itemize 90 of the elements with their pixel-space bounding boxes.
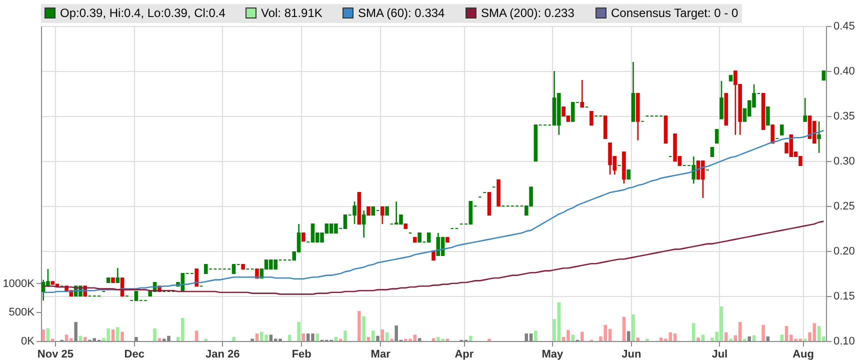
candlestick	[766, 106, 770, 126]
y-tick-label: 0.15	[834, 290, 855, 302]
candlestick	[440, 237, 445, 256]
bar	[701, 334, 705, 341]
candlestick	[380, 206, 384, 225]
bar	[432, 338, 436, 341]
candlestick	[770, 124, 774, 144]
candlestick	[720, 80, 724, 120]
bar	[116, 327, 120, 341]
bar	[673, 334, 677, 341]
bar	[302, 334, 306, 341]
bar	[738, 322, 742, 341]
bar	[42, 329, 45, 341]
bar	[232, 336, 236, 341]
legend-label: SMA (200): 0.233	[481, 6, 575, 20]
y2-tick-label: 1000K	[2, 278, 36, 290]
legend-label: SMA (60): 0.334	[358, 6, 446, 20]
candlestick	[692, 156, 696, 184]
candlestick	[362, 210, 366, 238]
line-series	[42, 220, 824, 295]
bar	[636, 338, 640, 341]
legend-label: Op:0.39, Hi:0.4, Lo:0.39, Cl:0.4	[60, 6, 226, 20]
candlestick	[570, 102, 575, 122]
bar	[362, 316, 366, 341]
bar	[692, 323, 696, 341]
bar	[288, 334, 292, 341]
candlestick	[603, 116, 608, 139]
line-series	[42, 130, 824, 294]
candlestick	[714, 129, 719, 144]
candlestick	[352, 200, 356, 225]
bar	[46, 328, 50, 341]
candlestick	[817, 120, 821, 154]
bar	[78, 336, 82, 341]
candlestick	[803, 97, 807, 122]
x-tick-label: Dec	[124, 348, 144, 360]
x-tick-label: Apr	[454, 348, 474, 360]
bar	[358, 311, 361, 341]
bar	[752, 335, 756, 341]
bar	[371, 330, 375, 341]
bar	[344, 330, 347, 341]
legend-label: Consensus Target: 0 - 0	[611, 6, 739, 20]
bar	[255, 334, 259, 341]
x-tick-label: Mar	[370, 348, 392, 360]
y-tick-label: 0.35	[834, 110, 855, 122]
x-tick-label: Nov 25	[37, 348, 74, 360]
x-tick-label: Jun	[622, 348, 642, 360]
candlestick	[580, 79, 584, 108]
y-tick-label: 0.40	[834, 66, 855, 78]
legend-label: Vol: 81.91K	[261, 6, 322, 20]
bar	[111, 329, 115, 341]
bar	[297, 322, 300, 341]
bar	[534, 330, 538, 341]
bar	[571, 334, 574, 341]
bar	[724, 332, 728, 341]
candlestick	[116, 267, 120, 284]
y2-tick-label: 500K	[8, 306, 36, 319]
x-tick-label: May	[542, 348, 564, 360]
bar	[762, 324, 765, 341]
bar	[334, 336, 338, 341]
bar	[84, 336, 87, 341]
bar	[696, 338, 700, 341]
bar	[385, 332, 389, 341]
bar	[780, 334, 784, 341]
candlestick	[468, 201, 473, 224]
candlestick	[194, 268, 198, 287]
x-tick-label: Jul	[712, 348, 728, 360]
y-tick-label: 0.30	[834, 156, 855, 168]
bar	[120, 332, 124, 341]
bar	[366, 336, 370, 341]
y-tick-label: 0.45	[834, 20, 855, 32]
candlestick	[780, 124, 784, 136]
bar	[194, 330, 198, 341]
y-tick-label: 0.20	[834, 246, 855, 258]
bar	[158, 338, 162, 341]
candlestick	[590, 111, 594, 126]
y2-tick-label: 0K	[21, 336, 36, 348]
candlestick	[487, 192, 492, 216]
x-tick-label: Aug	[792, 348, 814, 360]
bar	[380, 329, 384, 341]
x-tick-label: Feb	[292, 348, 312, 360]
y-tick-label: 0.25	[834, 200, 855, 212]
y-tick-label: 0.10	[834, 336, 855, 348]
bar	[580, 332, 584, 341]
bar	[622, 316, 626, 341]
bar	[469, 336, 472, 341]
bar	[632, 314, 635, 341]
bar	[153, 328, 156, 341]
candlestick	[343, 214, 348, 229]
bar	[316, 334, 319, 341]
x-tick-label: Jan 26	[206, 348, 240, 360]
